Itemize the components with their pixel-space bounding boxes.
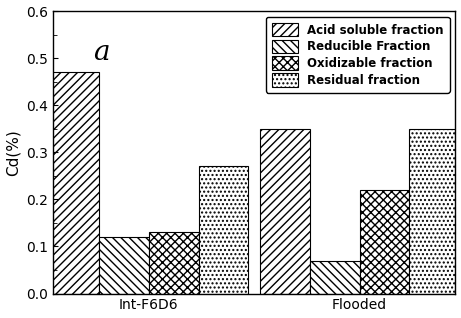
Text: a: a bbox=[93, 39, 110, 66]
Bar bbox=[199, 166, 248, 294]
Bar bbox=[409, 129, 459, 294]
Legend: Acid soluble fraction, Reducible Fraction, Oxidizable fraction, Residual fractio: Acid soluble fraction, Reducible Fractio… bbox=[266, 17, 449, 93]
Bar bbox=[149, 232, 199, 294]
Bar bbox=[260, 129, 310, 294]
Bar bbox=[360, 190, 409, 294]
Bar bbox=[310, 261, 360, 294]
Y-axis label: Cd(%): Cd(%) bbox=[6, 129, 21, 176]
Bar bbox=[49, 72, 99, 294]
Bar bbox=[99, 237, 149, 294]
